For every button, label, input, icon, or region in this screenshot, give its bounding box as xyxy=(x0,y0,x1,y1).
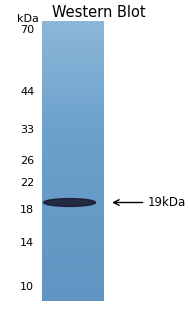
Text: 44: 44 xyxy=(20,87,34,96)
Text: 22: 22 xyxy=(20,178,34,188)
Text: 10: 10 xyxy=(20,282,34,292)
Text: 19kDa: 19kDa xyxy=(147,196,185,209)
Text: 14: 14 xyxy=(20,238,34,248)
Text: Western Blot: Western Blot xyxy=(52,5,146,20)
Text: 26: 26 xyxy=(20,156,34,166)
Text: kDa: kDa xyxy=(17,14,39,24)
Text: 18: 18 xyxy=(20,205,34,215)
Ellipse shape xyxy=(44,199,96,206)
Text: 70: 70 xyxy=(20,25,34,35)
Text: 33: 33 xyxy=(20,125,34,134)
